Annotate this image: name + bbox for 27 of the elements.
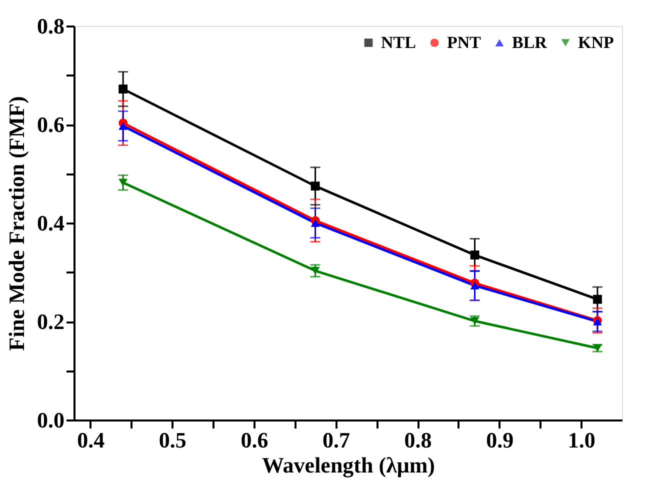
- legend-label: KNP: [578, 32, 614, 52]
- point: [470, 250, 480, 260]
- x-tick-label: 1.0: [568, 428, 596, 452]
- x-axis-title: Wavelength (λμm): [262, 452, 435, 478]
- legend-label: NTL: [381, 32, 416, 52]
- legend-label: BLR: [512, 32, 548, 52]
- y-tick-label: 0.8: [37, 14, 64, 38]
- x-tick-label: 0.5: [158, 428, 186, 452]
- point: [310, 219, 320, 227]
- x-tick-label: 0.4: [77, 428, 105, 452]
- point: [118, 178, 128, 186]
- legend-label: PNT: [447, 32, 482, 52]
- point: [118, 122, 128, 130]
- point: [118, 84, 128, 94]
- x-tick-label: 0.7: [322, 428, 350, 452]
- y-axis-title: Fine Mode Fraction (FMF): [4, 96, 29, 351]
- x-tick-label: 0.8: [404, 428, 432, 452]
- y-tick-label: 0.6: [37, 112, 64, 137]
- point: [310, 266, 320, 275]
- point: [470, 282, 480, 290]
- x-tick-label: 0.6: [240, 428, 268, 452]
- point: [592, 294, 602, 304]
- y-tick-label: 0.0: [37, 408, 64, 432]
- point: [310, 182, 320, 191]
- y-tick-label: 0.4: [37, 210, 64, 236]
- y-tick-label: 0.2: [37, 309, 64, 334]
- x-tick-label: 0.9: [486, 428, 514, 452]
